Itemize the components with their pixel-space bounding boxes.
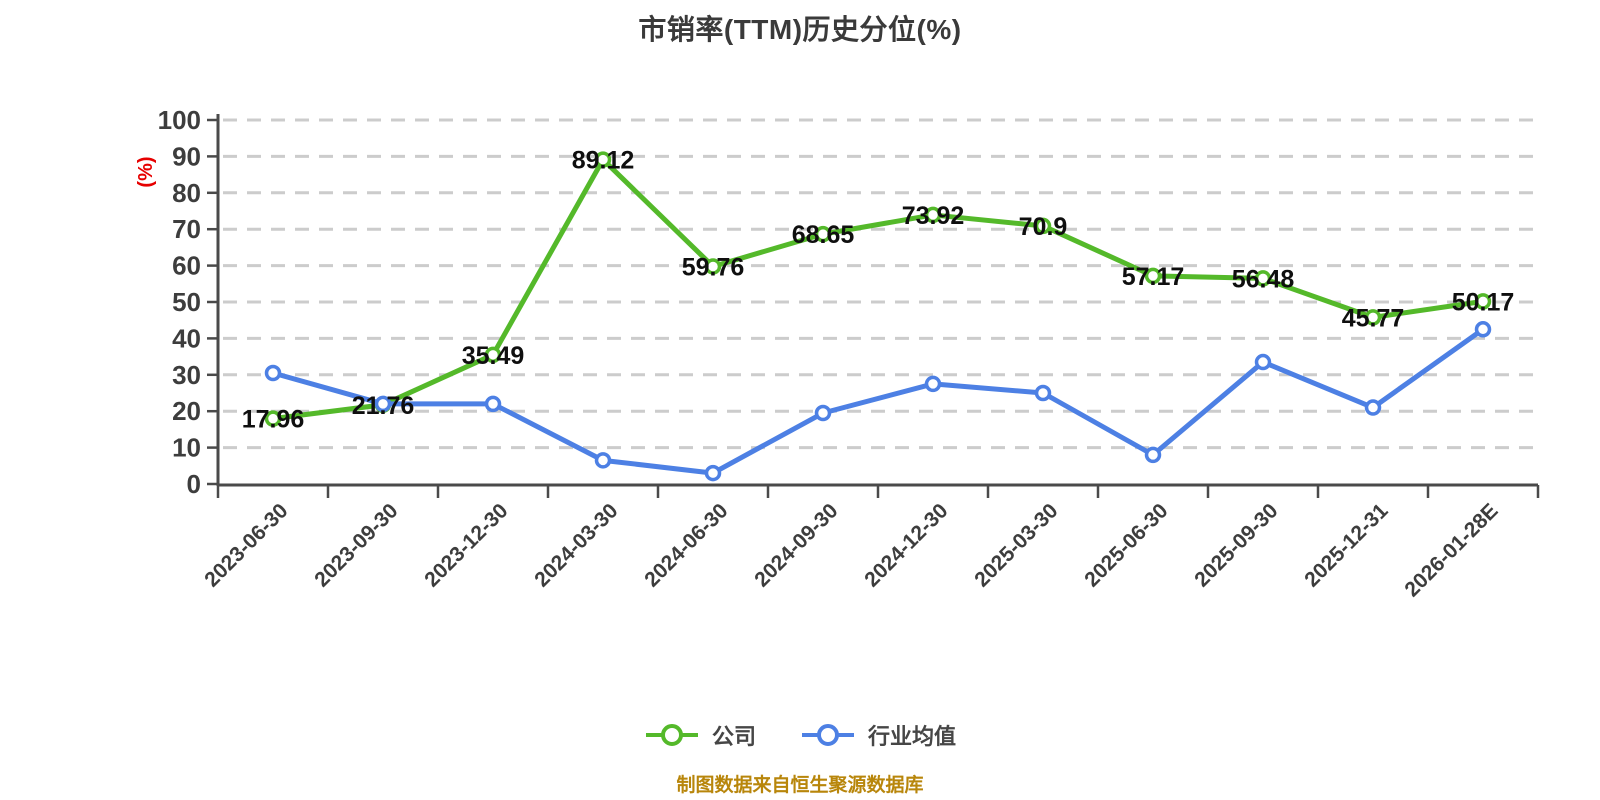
data-point-label: 68.65 [792, 221, 855, 249]
data-point-industry-average [814, 404, 832, 422]
data-point-company [1034, 217, 1052, 235]
legend-label: 行业均值 [868, 724, 957, 749]
y-axis-name: (%) [135, 156, 157, 187]
y-tick-label: 100 [158, 105, 201, 135]
data-point-label: 59.76 [682, 253, 745, 281]
y-tick-label: 40 [172, 323, 201, 353]
x-tick-label: 2025-12-31 [1300, 499, 1392, 591]
y-tick-label: 90 [172, 141, 201, 171]
data-point-industry-average [594, 452, 612, 469]
x-axis-ticks [216, 485, 1540, 498]
source-note: 制图数据来自恒生聚源数据库 [676, 775, 924, 796]
x-axis-labels: 2023-06-30 2023-09-30 2023-12-30 2024-03-30… [200, 499, 1502, 601]
data-point-industry-average [264, 364, 282, 382]
y-tick-label: 30 [172, 360, 201, 390]
data-point-label: 57.17 [1122, 263, 1185, 291]
y-tick-label: 80 [172, 178, 201, 208]
data-point-label: 50.17 [1452, 288, 1515, 316]
x-tick-label: 2023-12-30 [420, 499, 512, 591]
data-point-industry-average [374, 395, 392, 413]
data-point-company [1144, 267, 1162, 285]
series-line-industry-average [270, 326, 1486, 476]
series-labels-company: 17.96 21.76 35.49 89.12 59.76 68.65 73.92 70.9 5… [242, 147, 1515, 434]
x-tick-label: 2023-09-30 [310, 499, 402, 591]
series-points-industry-average [264, 321, 1492, 482]
data-point-company [814, 225, 832, 243]
x-tick-label: 2025-03-30 [970, 499, 1062, 591]
series-line-company [270, 157, 1486, 422]
data-point-label: 35.49 [462, 342, 525, 370]
y-tick-label: 10 [172, 433, 201, 463]
data-point-company [1474, 293, 1492, 310]
data-point-label: 70.9 [1019, 213, 1068, 241]
data-point-company [1364, 309, 1382, 326]
axes [216, 114, 1538, 487]
chart-legend: 公司 行业均值 [0, 719, 1600, 751]
data-point-industry-average [1254, 353, 1272, 371]
data-point-company [264, 410, 282, 427]
legend-item-industry-average[interactable]: 行业均值 [800, 719, 956, 751]
data-point-label: 73.92 [902, 202, 965, 230]
data-point-company [704, 258, 722, 275]
y-tick-label: 20 [172, 396, 201, 426]
data-point-label: 56.48 [1232, 265, 1295, 293]
legend-label: 公司 [711, 724, 756, 749]
y-tick-label: 60 [172, 251, 201, 281]
data-point-label: 89.12 [572, 147, 635, 175]
x-tick-label: 2025-09-30 [1190, 499, 1282, 591]
x-tick-label: 2026-01-28E [1400, 499, 1502, 601]
chart-title: 市销率(TTM)历史分位(%) [638, 14, 962, 45]
grid-lines [223, 118, 1538, 450]
data-point-industry-average [1364, 399, 1382, 416]
data-point-company [924, 206, 942, 224]
x-tick-label: 2025-06-30 [1080, 499, 1172, 591]
data-point-label: 21.76 [352, 392, 415, 420]
y-axis-ticks: 0 10 20 30 40 50 60 70 80 90 100 [158, 105, 218, 499]
data-point-industry-average [704, 464, 722, 482]
x-tick-label: 2024-06-30 [640, 499, 732, 591]
x-tick-label: 2024-09-30 [750, 499, 842, 591]
x-tick-label: 2023-06-30 [200, 499, 292, 591]
data-point-label: 45.77 [1342, 304, 1405, 332]
data-point-company [1254, 270, 1272, 287]
data-point-label: 17.96 [242, 406, 305, 434]
data-point-company [594, 151, 612, 168]
legend-item-company[interactable]: 公司 [644, 719, 756, 751]
data-point-industry-average [1034, 384, 1052, 402]
legend-marker-industry-average [802, 724, 854, 746]
y-tick-label: 0 [187, 469, 201, 499]
data-point-industry-average [924, 375, 942, 393]
x-tick-label: 2024-12-30 [860, 499, 952, 591]
data-point-company [484, 346, 502, 364]
data-point-industry-average [1144, 446, 1162, 464]
x-tick-label: 2024-03-30 [530, 499, 622, 591]
data-point-industry-average [1474, 321, 1492, 338]
legend-marker-company [645, 724, 698, 746]
y-tick-label: 50 [172, 287, 201, 317]
y-tick-label: 70 [172, 214, 201, 244]
data-point-industry-average [484, 395, 502, 413]
